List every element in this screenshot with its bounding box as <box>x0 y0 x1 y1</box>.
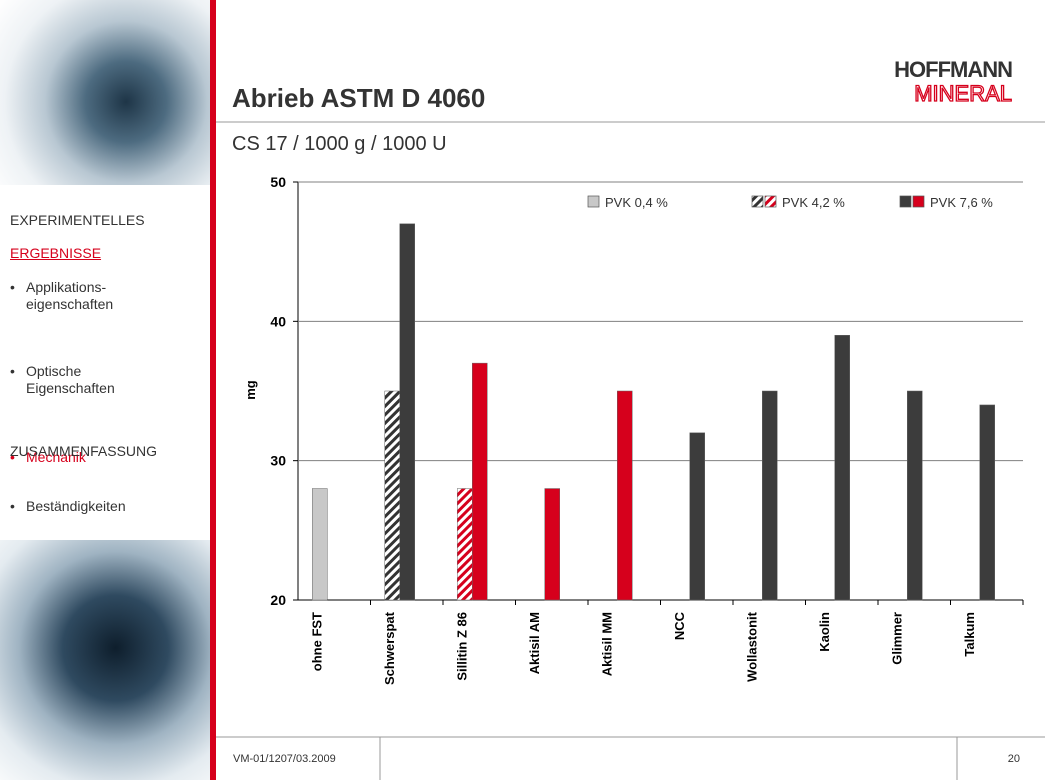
nav-line: Beständigkeiten <box>26 498 126 514</box>
chart-title: Abrieb ASTM D 4060 <box>232 83 485 113</box>
legend-label: PVK 7,6 % <box>930 195 993 210</box>
bar <box>617 390 633 601</box>
legend-swatch <box>751 195 764 208</box>
legend-swatch <box>764 195 777 208</box>
header-image <box>0 0 210 185</box>
sidebar: EXPERIMENTELLES ERGEBNISSE Applikations-ei… <box>0 0 210 780</box>
bar <box>312 488 328 601</box>
nav-item[interactable]: ZUSAMMENFASSUNG <box>10 443 157 460</box>
bar <box>472 362 488 601</box>
nav-line: Optische <box>26 363 82 379</box>
nav-line: ERGEBNISSE <box>10 245 102 261</box>
bar <box>689 432 705 601</box>
logo-line1: HOFFMANN <box>894 57 1012 82</box>
bar <box>544 488 560 601</box>
nav-line: ZUSAMMENFASSUNG <box>10 443 158 459</box>
x-tick-label: Sillitin Z 86 <box>454 612 469 681</box>
legend-swatch <box>899 195 912 208</box>
nav-line: Applikations- <box>26 279 107 295</box>
y-tick-label: 50 <box>270 174 286 190</box>
x-tick-label: Kaolin <box>817 612 832 652</box>
y-tick-label: 20 <box>270 592 286 608</box>
footer-code: VM-01/1207/03.2009 <box>233 753 336 765</box>
nav-line: Mechanik <box>26 449 86 465</box>
legend-label: PVK 4,2 % <box>782 195 845 210</box>
bar <box>399 223 415 601</box>
nav-item[interactable]: Applikations-eigenschaften <box>10 279 220 313</box>
x-tick-label: ohne FST <box>309 612 324 671</box>
x-tick-label: Aktisil MM <box>599 612 614 676</box>
x-tick-label: Talkum <box>962 612 977 657</box>
legend-label: PVK 0,4 % <box>605 195 668 210</box>
bar <box>834 335 850 601</box>
bar <box>457 488 473 601</box>
nav-item[interactable]: EXPERIMENTELLES <box>10 212 145 229</box>
logo-line2: MINERAL <box>914 81 1012 106</box>
bar <box>907 390 923 601</box>
bar <box>762 390 778 601</box>
nav-line: eigenschaften <box>26 296 114 312</box>
y-tick-label: 40 <box>270 313 286 329</box>
x-tick-label: Wollastonit <box>744 611 759 681</box>
legend-swatch <box>587 195 600 208</box>
nav-line: Eigenschaften <box>26 380 115 396</box>
x-tick-label: Glimmer <box>889 612 904 665</box>
footer-image <box>0 540 210 780</box>
nav-item[interactable]: Beständigkeiten <box>10 498 220 515</box>
y-tick-label: 30 <box>270 453 286 469</box>
x-tick-label: NCC <box>672 611 687 640</box>
legend-swatch <box>912 195 925 208</box>
bar <box>384 390 400 601</box>
bar <box>979 404 995 601</box>
red-stripe <box>210 0 216 780</box>
y-axis-label: mg <box>243 380 258 400</box>
nav-line: EXPERIMENTELLES <box>10 212 145 228</box>
chart-subtitle: CS 17 / 1000 g / 1000 U <box>232 133 447 155</box>
page-number: 20 <box>1008 753 1020 765</box>
nav-item[interactable]: ERGEBNISSE <box>10 245 101 262</box>
x-tick-label: Aktisil AM <box>527 612 542 674</box>
x-tick-label: Schwerspat <box>382 611 397 685</box>
nav-item[interactable]: Mechanik <box>10 449 220 466</box>
